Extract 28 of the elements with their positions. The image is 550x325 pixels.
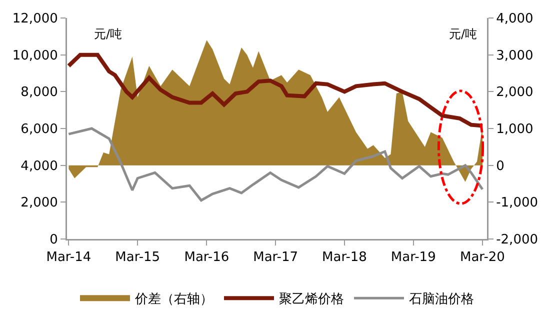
y2-tick-label: 4,000	[496, 12, 534, 27]
y2-tick-label: 0	[496, 158, 504, 174]
x-tick-label: Mar-18	[322, 250, 367, 266]
y2-tick-label: -1,000	[496, 196, 538, 211]
x-tick-label: Mar-20	[460, 250, 505, 266]
legend-label: 聚乙烯价格	[279, 292, 344, 308]
y-axis-title: 元/吨	[94, 27, 122, 41]
line-series	[67, 127, 484, 202]
y-tick-label: 10,000	[12, 48, 58, 64]
y2-tick-label: 1,000	[496, 122, 534, 138]
y-tick-label: 2,000	[20, 196, 58, 211]
x-tick-label: Mar-17	[253, 250, 298, 266]
x-tick-label: Mar-19	[390, 250, 436, 266]
legend-label: 价差（右轴）	[134, 292, 213, 308]
legend-label: 石脑油价格	[409, 292, 474, 308]
y-tick-label: 4,000	[20, 158, 58, 174]
x-tick-label: Mar-16	[184, 250, 230, 266]
y2-tick-label: 2,000	[496, 85, 534, 100]
y-tick-label: 6,000	[20, 122, 58, 138]
y2-tick-label: 3,000	[496, 48, 534, 64]
y2-tick-label: -2,000	[496, 232, 538, 248]
y-tick-label: 12,000	[12, 12, 58, 27]
y-tick-label: 0	[50, 232, 58, 248]
y-tick-label: 8,000	[20, 85, 58, 100]
x-tick-label: Mar-15	[115, 250, 160, 266]
line-series	[67, 52, 484, 128]
x-tick-label: Mar-14	[46, 250, 92, 266]
y2-axis-title: 元/吨	[449, 27, 478, 41]
